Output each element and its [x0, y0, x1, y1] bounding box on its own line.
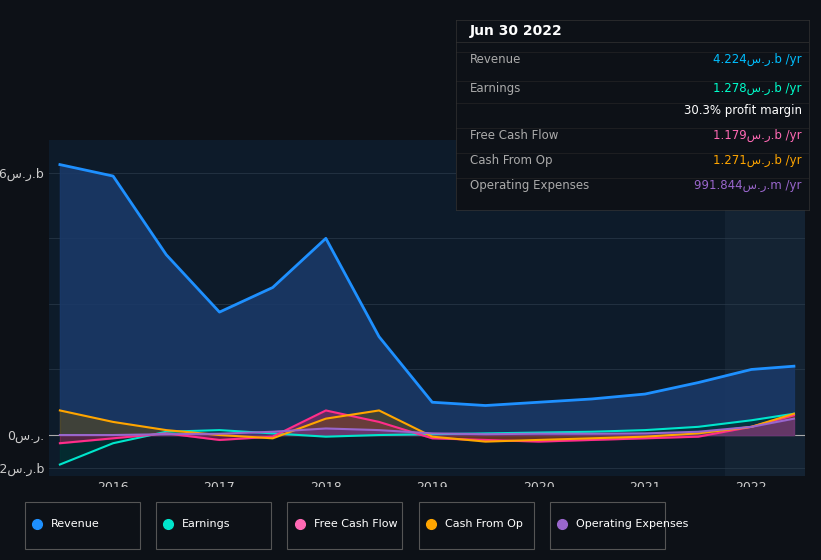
Text: 30.3% profit margin: 30.3% profit margin: [684, 105, 801, 118]
Text: Free Cash Flow: Free Cash Flow: [470, 129, 558, 142]
Text: Operating Expenses: Operating Expenses: [576, 519, 689, 529]
Text: 991.844س.ر.m /yr: 991.844س.ر.m /yr: [694, 179, 801, 192]
Text: Revenue: Revenue: [51, 519, 99, 529]
Text: Operating Expenses: Operating Expenses: [470, 179, 589, 192]
Bar: [287, 502, 402, 549]
Text: 4.224س.ر.b /yr: 4.224س.ر.b /yr: [713, 53, 801, 66]
Text: Free Cash Flow: Free Cash Flow: [314, 519, 397, 529]
Text: Earnings: Earnings: [470, 82, 521, 95]
Text: Revenue: Revenue: [470, 53, 521, 66]
Text: 1.278س.ر.b /yr: 1.278س.ر.b /yr: [713, 82, 801, 95]
Text: 1.179س.ر.b /yr: 1.179س.ر.b /yr: [713, 129, 801, 142]
Text: Jun 30 2022: Jun 30 2022: [470, 24, 562, 38]
Bar: [550, 502, 665, 549]
Bar: [419, 502, 534, 549]
Bar: [25, 502, 140, 549]
Text: Earnings: Earnings: [182, 519, 231, 529]
Bar: [156, 502, 271, 549]
Text: Cash From Op: Cash From Op: [445, 519, 523, 529]
Bar: [725, 140, 805, 476]
Text: 1.271س.ر.b /yr: 1.271س.ر.b /yr: [713, 154, 801, 167]
Text: Cash From Op: Cash From Op: [470, 154, 553, 167]
